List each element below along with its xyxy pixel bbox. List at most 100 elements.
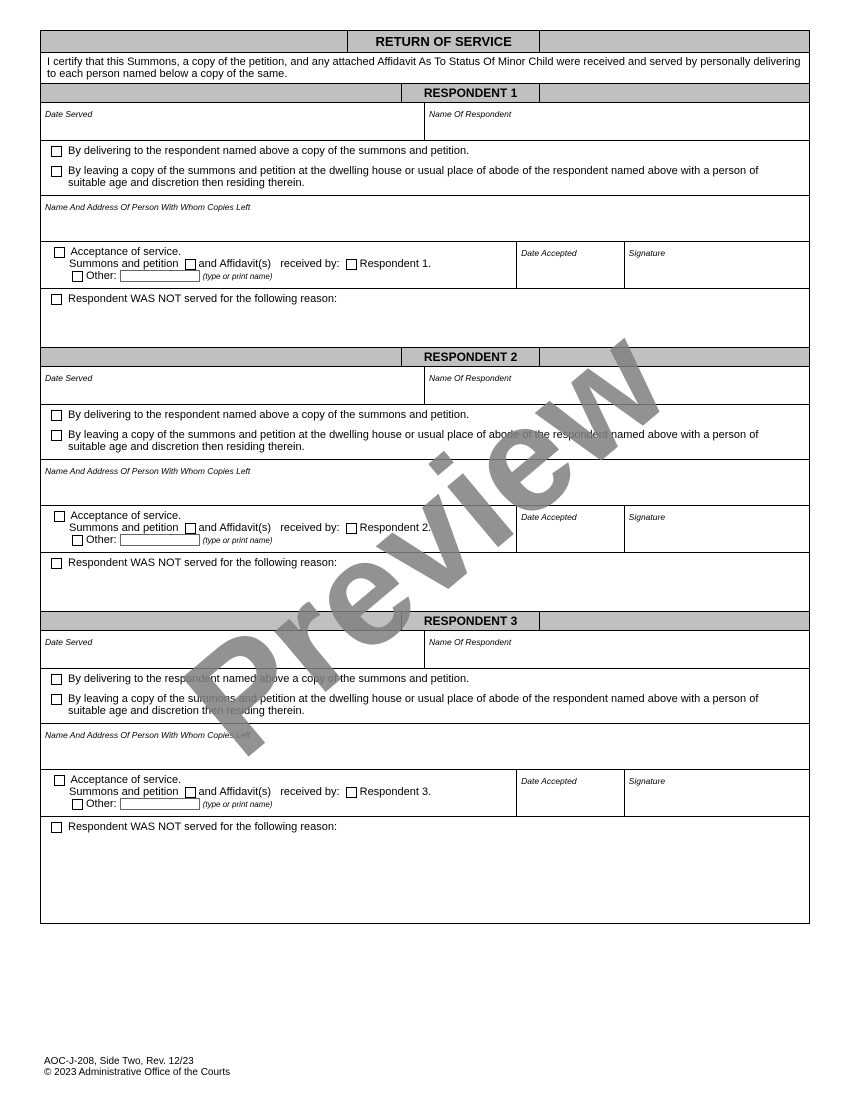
resp2-affidavit-checkbox[interactable] [185,523,196,534]
not-served-text-3: Respondent WAS NOT served for the follow… [68,821,799,833]
resp3-date-name-row: Date Served Name Of Respondent [41,631,809,669]
resp2-address-field[interactable]: Name And Address Of Person With Whom Cop… [41,460,809,506]
resp3-signature-field[interactable]: Signature [625,770,809,816]
resp1-date-served-field[interactable]: Date Served [41,103,425,140]
summons-label-3: Summons and petition [69,786,178,798]
footer-line-2: © 2023 Administrative Office of the Cour… [44,1067,230,1078]
date-served-label: Date Served [45,109,92,119]
respondent-1-header: RESPONDENT 1 [41,84,809,103]
resp1-respondent-checkbox[interactable] [346,259,357,270]
resp2-other-checkbox[interactable] [72,535,83,546]
resp2-date-served-field[interactable]: Date Served [41,367,425,404]
resp1-title: RESPONDENT 1 [402,84,540,102]
footer-line-1: AOC-J-208, Side Two, Rev. 12/23 [44,1056,230,1067]
resp1-spacer-right [540,84,809,102]
resp1-leaving-checkbox[interactable] [51,166,62,177]
resp3-label: Respondent 3. [360,786,432,798]
by-leaving-text: By leaving a copy of the summons and pet… [68,165,799,189]
resp1-leaving-row: By leaving a copy of the summons and pet… [41,161,809,196]
date-served-label-3: Date Served [45,637,92,647]
not-served-text: Respondent WAS NOT served for the follow… [68,293,799,305]
received-by-label: received by: [280,258,339,270]
resp2-date-accepted-field[interactable]: Date Accepted [517,506,625,552]
form-container: RETURN OF SERVICE I certify that this Su… [40,30,810,924]
resp2-name-field[interactable]: Name Of Respondent [425,367,809,404]
resp3-other-input[interactable] [120,798,200,810]
resp1-date-name-row: Date Served Name Of Respondent [41,103,809,141]
resp3-leaving-row: By leaving a copy of the summons and pet… [41,689,809,724]
resp3-address-field[interactable]: Name And Address Of Person With Whom Cop… [41,724,809,770]
resp2-acceptance-checkbox[interactable] [54,511,65,522]
resp2-not-served-checkbox[interactable] [51,558,62,569]
other-label: Other: [86,270,117,282]
type-print-hint: (type or print name) [203,272,273,281]
type-print-hint-3: (type or print name) [203,800,273,809]
resp2-title: RESPONDENT 2 [402,348,540,366]
resp2-leaving-checkbox[interactable] [51,430,62,441]
resp3-acceptance-left: Acceptance of service. Summons and petit… [41,770,517,816]
resp3-date-accepted-field[interactable]: Date Accepted [517,770,625,816]
resp2-respondent-checkbox[interactable] [346,523,357,534]
resp2-delivering-checkbox[interactable] [51,410,62,421]
received-by-label-2: received by: [280,522,339,534]
resp3-delivering-row: By delivering to the respondent named ab… [41,669,809,689]
header-spacer-right [540,31,809,52]
resp1-delivering-row: By delivering to the respondent named ab… [41,141,809,161]
resp1-affidavit-checkbox[interactable] [185,259,196,270]
by-leaving-text-2: By leaving a copy of the summons and pet… [68,429,799,453]
resp1-other-checkbox[interactable] [72,271,83,282]
resp1-acceptance-left: Acceptance of service. Summons and petit… [41,242,517,288]
acceptance-label-2: Acceptance of service. [70,510,181,522]
by-delivering-text: By delivering to the respondent named ab… [68,145,799,157]
by-leaving-text-3: By leaving a copy of the summons and pet… [68,693,799,717]
certification-text: I certify that this Summons, a copy of t… [41,53,809,84]
resp3-not-served-checkbox[interactable] [51,822,62,833]
resp1-label: Respondent 1. [360,258,432,270]
signature-label-3: Signature [629,776,665,786]
resp3-name-field[interactable]: Name Of Respondent [425,631,809,668]
date-served-label-2: Date Served [45,373,92,383]
by-delivering-text-3: By delivering to the respondent named ab… [68,673,799,685]
resp2-label: Respondent 2. [360,522,432,534]
resp3-spacer-right [540,612,809,630]
resp3-title: RESPONDENT 3 [402,612,540,630]
resp1-signature-field[interactable]: Signature [625,242,809,288]
name-address-label-2: Name And Address Of Person With Whom Cop… [45,466,250,476]
resp3-affidavit-checkbox[interactable] [185,787,196,798]
name-respondent-label-3: Name Of Respondent [429,637,511,647]
resp3-date-served-field[interactable]: Date Served [41,631,425,668]
resp2-acceptance-row: Acceptance of service. Summons and petit… [41,506,809,553]
resp2-delivering-row: By delivering to the respondent named ab… [41,405,809,425]
resp2-leaving-row: By leaving a copy of the summons and pet… [41,425,809,460]
resp3-respondent-checkbox[interactable] [346,787,357,798]
resp1-other-input[interactable] [120,270,200,282]
resp1-acceptance-row: Acceptance of service. Summons and petit… [41,242,809,289]
resp2-other-input[interactable] [120,534,200,546]
name-respondent-label: Name Of Respondent [429,109,511,119]
resp1-spacer-left [41,84,402,102]
resp1-not-served-checkbox[interactable] [51,294,62,305]
date-accepted-label-3: Date Accepted [521,776,576,786]
resp3-spacer-left [41,612,402,630]
resp2-signature-field[interactable]: Signature [625,506,809,552]
affidavit-label-2: and Affidavit(s) [199,522,272,534]
resp1-name-field[interactable]: Name Of Respondent [425,103,809,140]
header-title: RETURN OF SERVICE [348,31,540,52]
resp2-spacer-left [41,348,402,366]
resp1-delivering-checkbox[interactable] [51,146,62,157]
resp3-not-served-row: Respondent WAS NOT served for the follow… [41,817,809,923]
name-address-label: Name And Address Of Person With Whom Cop… [45,202,250,212]
signature-label-2: Signature [629,512,665,522]
resp3-delivering-checkbox[interactable] [51,674,62,685]
respondent-3-header: RESPONDENT 3 [41,612,809,631]
summons-label-2: Summons and petition [69,522,178,534]
not-served-text-2: Respondent WAS NOT served for the follow… [68,557,799,569]
resp2-not-served-row: Respondent WAS NOT served for the follow… [41,553,809,612]
resp1-acceptance-checkbox[interactable] [54,247,65,258]
resp3-acceptance-checkbox[interactable] [54,775,65,786]
name-respondent-label-2: Name Of Respondent [429,373,511,383]
resp3-other-checkbox[interactable] [72,799,83,810]
resp1-address-field[interactable]: Name And Address Of Person With Whom Cop… [41,196,809,242]
resp1-date-accepted-field[interactable]: Date Accepted [517,242,625,288]
resp3-leaving-checkbox[interactable] [51,694,62,705]
